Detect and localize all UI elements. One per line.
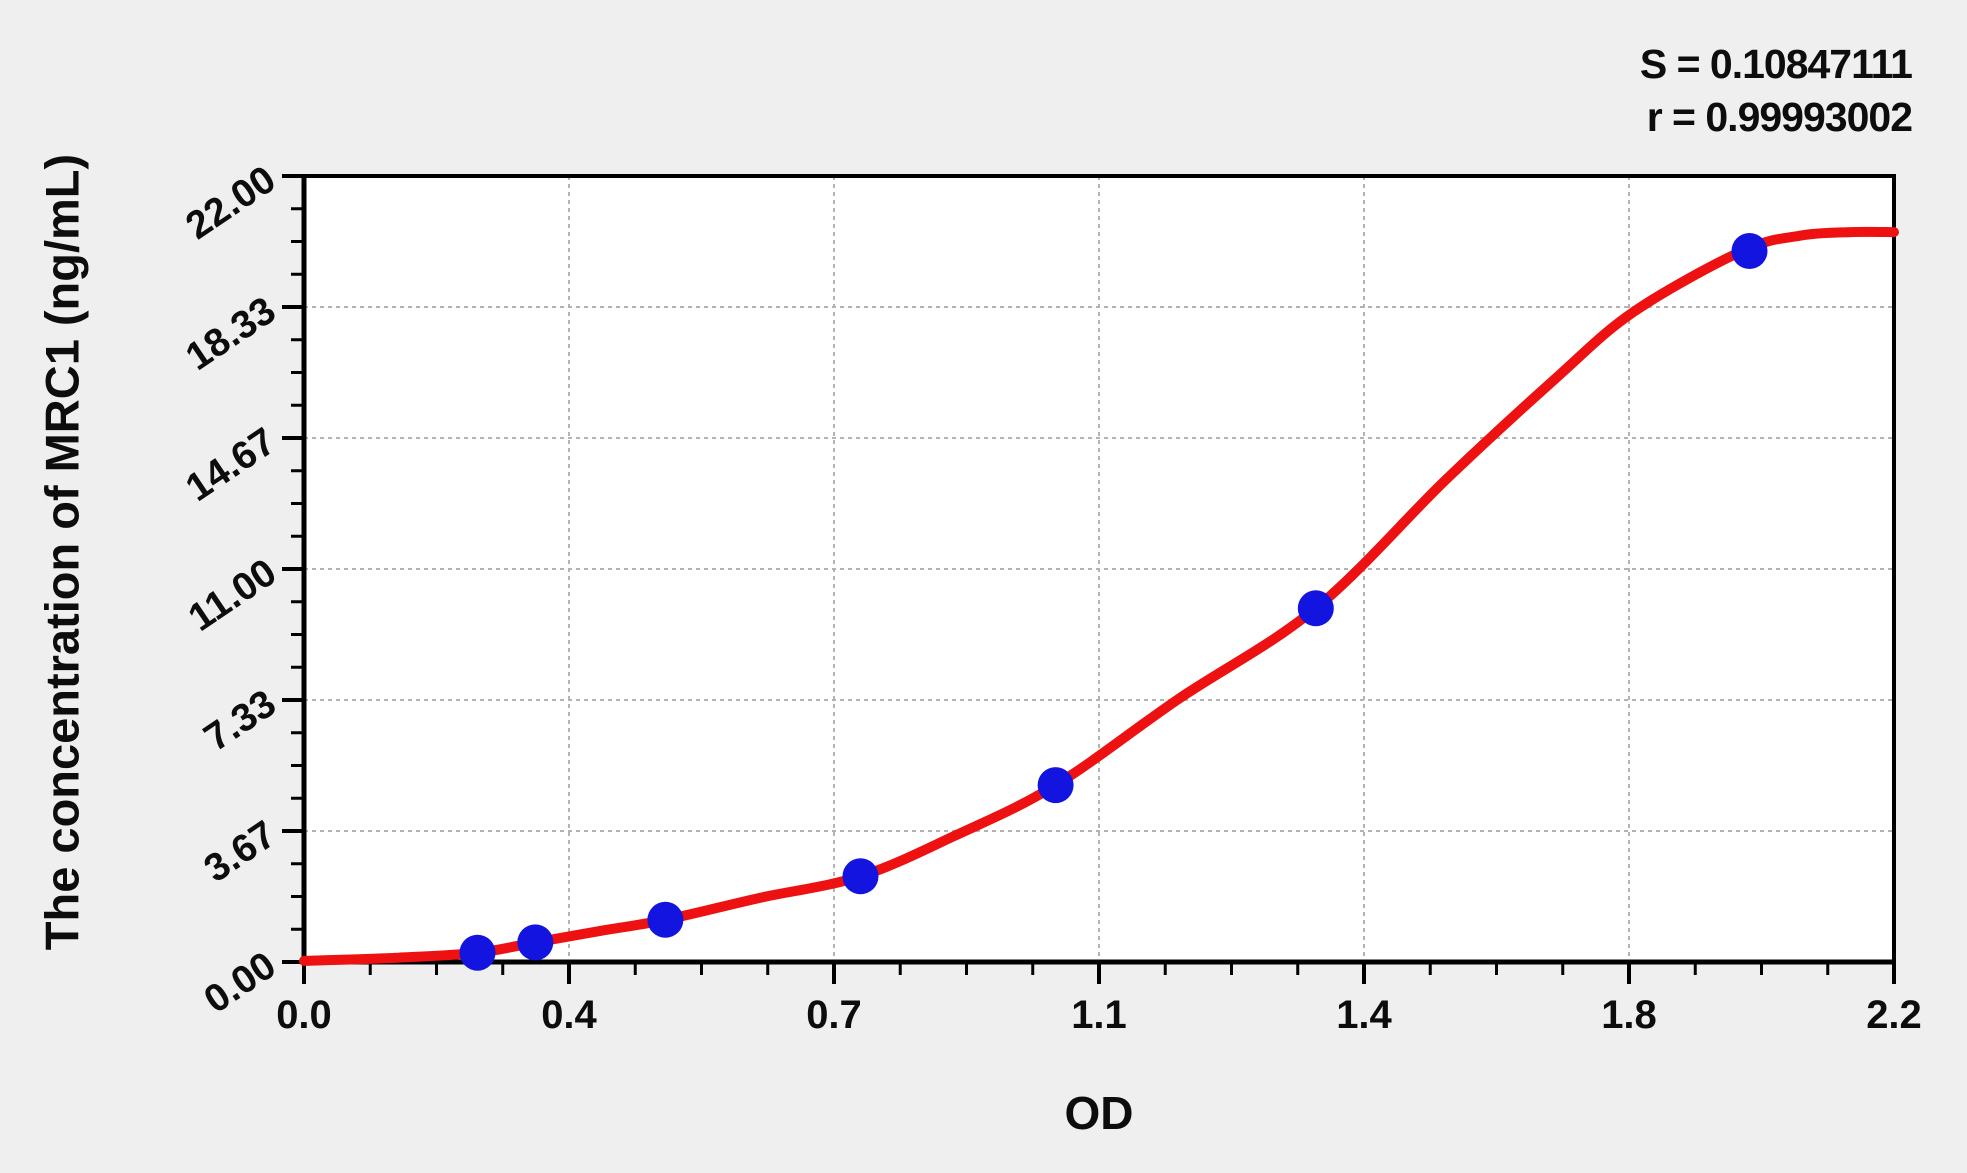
standard-point xyxy=(517,924,554,961)
x-axis-title: OD xyxy=(1064,1087,1134,1139)
x-tick-label: 1.4 xyxy=(1336,993,1392,1037)
x-tick-label: 1.8 xyxy=(1601,993,1657,1037)
standard-point xyxy=(1037,767,1074,804)
fit-stat-s: S = 0.10847111 xyxy=(1639,41,1913,87)
standard-point xyxy=(842,858,879,895)
x-tick-label: 0.4 xyxy=(541,993,597,1037)
fit-stat-r: r = 0.99993002 xyxy=(1646,94,1913,140)
standard-point xyxy=(459,934,496,971)
x-tick-label: 0.7 xyxy=(806,993,862,1037)
x-tick-label: 1.1 xyxy=(1071,993,1127,1037)
fitted-curve xyxy=(299,226,1899,966)
standard-point xyxy=(647,901,684,938)
y-axis-title: The concentration of MRC1 (ng/mL) xyxy=(35,153,89,951)
fit-statistics: S = 0.10847111 r = 0.99993002 xyxy=(1639,38,1913,144)
standard-point xyxy=(1731,233,1768,269)
standard-point xyxy=(1297,590,1334,627)
x-tick-label: 0.0 xyxy=(276,993,332,1037)
x-tick-label: 2.2 xyxy=(1866,993,1922,1037)
